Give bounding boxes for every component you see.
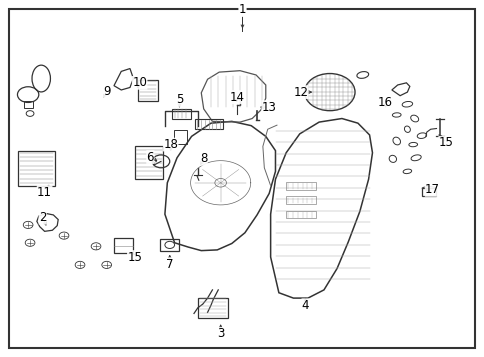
Bar — [24, 101, 33, 108]
Text: 3: 3 — [216, 327, 224, 340]
Bar — [286, 196, 316, 204]
Bar — [173, 130, 187, 144]
Text: 18: 18 — [163, 138, 178, 151]
Bar — [172, 109, 190, 119]
Text: 14: 14 — [229, 91, 243, 104]
Text: 6: 6 — [146, 151, 154, 164]
Text: 12: 12 — [293, 86, 307, 99]
Bar — [114, 238, 133, 253]
Text: 8: 8 — [199, 152, 207, 165]
Text: 10: 10 — [132, 76, 147, 89]
Text: 15: 15 — [438, 136, 453, 149]
Bar — [18, 151, 55, 186]
Bar — [197, 298, 227, 318]
Text: 9: 9 — [103, 85, 110, 97]
Text: 4: 4 — [301, 299, 309, 312]
Bar — [135, 146, 163, 179]
Text: 15: 15 — [127, 251, 142, 263]
Text: 16: 16 — [378, 96, 392, 109]
Bar — [195, 119, 223, 129]
Text: 2: 2 — [39, 211, 46, 224]
Text: 7: 7 — [166, 258, 173, 271]
Bar — [160, 239, 179, 251]
Bar — [286, 182, 316, 190]
Bar — [286, 211, 316, 218]
Bar — [421, 188, 436, 196]
Text: 13: 13 — [261, 101, 276, 114]
Bar — [138, 80, 157, 101]
Text: 11: 11 — [37, 186, 52, 198]
Text: 1: 1 — [238, 4, 246, 16]
Text: 5: 5 — [175, 94, 183, 106]
Text: 17: 17 — [424, 183, 439, 196]
